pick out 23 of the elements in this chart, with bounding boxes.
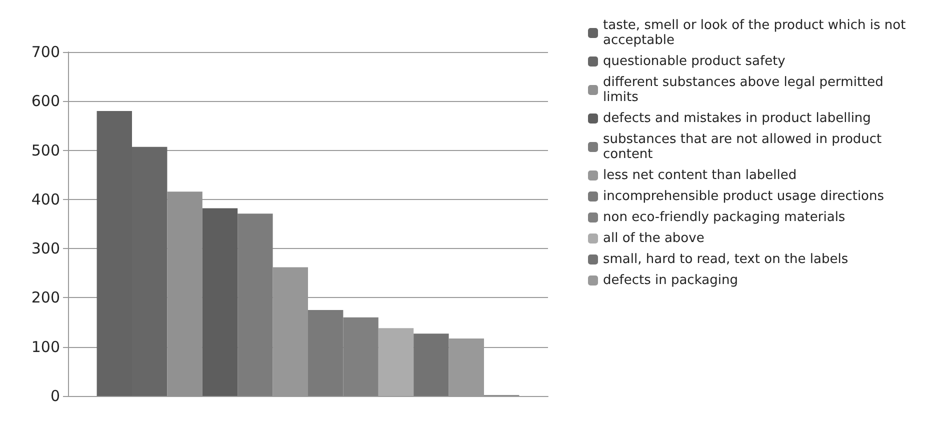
legend-label: different substances above legal permitted limits [603, 75, 888, 105]
legend-label: defects in packaging [603, 273, 738, 288]
legend-label: taste, smell or look of the product which is not acceptable [603, 18, 910, 48]
legend-label: defects and mistakes in product labelling [603, 111, 871, 126]
legend-label: incomprehensible product usage directions [603, 189, 884, 204]
y-tick-label: 600 [31, 92, 60, 110]
y-tick-label: 300 [31, 240, 60, 258]
y-tick-label: 700 [31, 43, 60, 61]
legend-label: all of the above [603, 231, 704, 246]
bar [414, 334, 449, 396]
bar [202, 208, 238, 396]
bar [238, 214, 273, 396]
y-tick-label: 100 [31, 338, 60, 356]
y-tick-label: 200 [31, 288, 60, 307]
y-tick-label: 400 [31, 190, 60, 208]
legend-label: small, hard to read, text on the labels [603, 252, 848, 267]
legend-label: non eco-friendly packaging materials [603, 210, 846, 225]
y-tick-label: 0 [50, 387, 60, 405]
legend-label: less net content than labelled [603, 168, 797, 183]
legend-label: questionable product safety [603, 54, 786, 69]
y-tick-label: 500 [31, 141, 60, 160]
bar [378, 328, 414, 396]
legend-label: substances that are not allowed in product content [603, 132, 886, 162]
